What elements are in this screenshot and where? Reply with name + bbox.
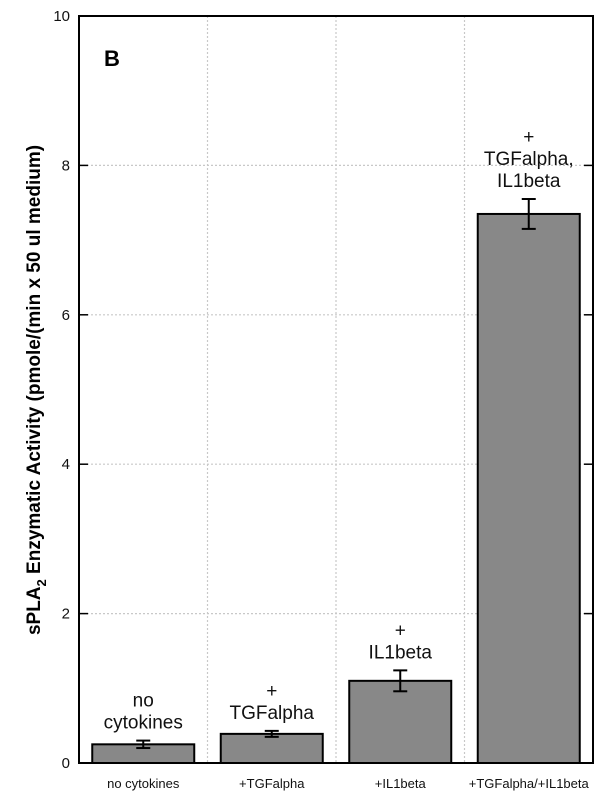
bar-annotation: +: [523, 127, 534, 148]
bar: [476, 212, 581, 764]
plot-frame: [78, 15, 594, 764]
x-category-label: +TGFalpha: [239, 776, 305, 791]
bar: [219, 732, 324, 765]
bar-annotation: IL1beta: [369, 642, 433, 663]
bars-layer: [91, 212, 581, 765]
x-category-label: no cytokines: [107, 776, 180, 791]
y-axis-label-subscript: 2: [34, 579, 49, 586]
bar-annotation: TGFalpha: [230, 703, 315, 724]
y-tick-label: 10: [53, 8, 70, 25]
y-ticks-layer: 0 2 4 6 8 10: [53, 8, 593, 772]
y-tick-label: 2: [62, 606, 70, 623]
y-axis-label-main: sPLA: [24, 586, 45, 635]
panel-label: B: [104, 46, 120, 71]
bar-annotation: no: [133, 691, 154, 712]
error-bars-layer: [136, 198, 536, 750]
y-tick-label: 8: [62, 157, 70, 174]
bar-annotations: nocytokines+TGFalpha+IL1beta+TGFalpha,IL…: [104, 127, 574, 734]
bar-annotation: TGFalpha,: [484, 149, 574, 170]
x-category-label: +TGFalpha/+IL1beta: [469, 776, 590, 791]
x-category-label: +IL1beta: [375, 776, 427, 791]
y-tick-label: 4: [62, 456, 70, 473]
y-tick-label: 0: [62, 755, 70, 772]
bar-annotation: +: [266, 681, 277, 702]
y-axis-label-rest: Enzymatic Activity (pmole/(min x 50 ul m…: [24, 145, 45, 579]
bar: [348, 679, 453, 765]
bar-annotation: IL1beta: [497, 171, 561, 192]
bar-annotation: cytokines: [104, 713, 183, 734]
y-tick-label: 6: [62, 307, 70, 324]
grid-layer: [79, 16, 593, 763]
bar-annotation: +: [395, 620, 406, 641]
x-category-labels: no cytokines +TGFalpha +IL1beta +TGFalpha/+…: [107, 776, 589, 791]
y-axis-label: sPLA2 Enzymatic Activity (pmole/(min x 5…: [24, 145, 49, 635]
